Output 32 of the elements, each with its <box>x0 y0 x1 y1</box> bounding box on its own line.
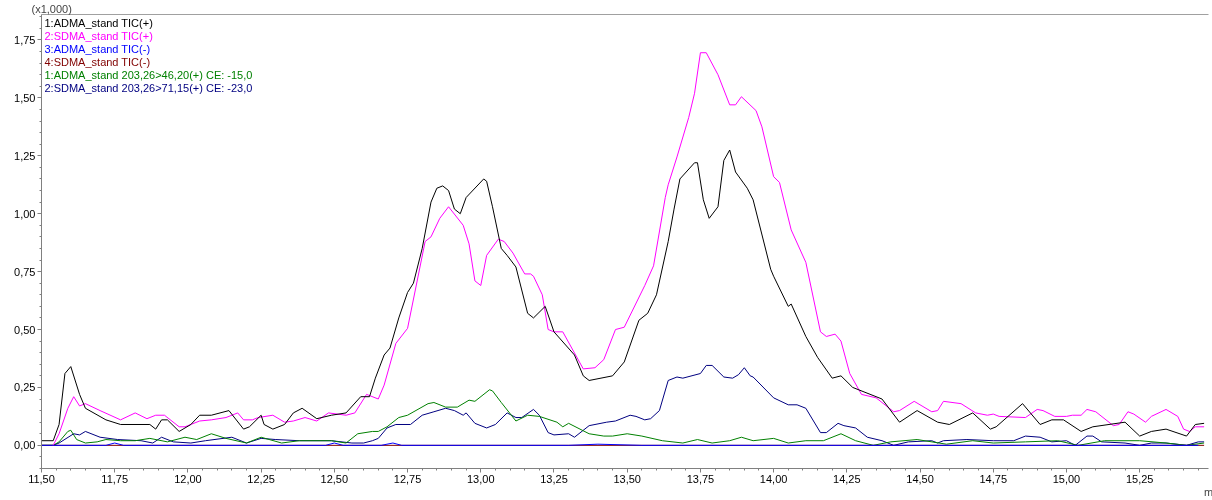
text: 1:ADMA_stand 203,26>46,20(+) CE: -15,0 <box>44 68 253 81</box>
x-tick-label: 14,00 <box>759 472 788 485</box>
y-tick-label: 1,50 <box>14 91 36 104</box>
y-tick-label: 0,00 <box>14 439 36 452</box>
y-tick-label: 1,75 <box>14 33 36 46</box>
text: 2:SDMA_stand 203,26>71,15(+) CE: -23,0 <box>44 81 253 94</box>
x-tick-label: 13,00 <box>467 472 495 485</box>
x-tick-label: 15,25 <box>1125 472 1154 485</box>
text: 3:ADMA_stand TIC(-) <box>44 42 151 55</box>
y-tick-label: 0,50 <box>14 323 36 336</box>
x-tick-label: 14,75 <box>979 472 1008 485</box>
x-tick-label: 15,00 <box>1052 472 1081 485</box>
x-axis-title: m <box>1203 485 1212 498</box>
x-tick-label: 13,50 <box>613 472 641 485</box>
y-tick-label: 1,00 <box>14 207 36 220</box>
y-tick-label: 1,25 <box>14 149 36 162</box>
y-tick-label: 0,75 <box>14 265 36 278</box>
x-tick-label: 14,50 <box>906 472 934 485</box>
y-axis-title: (x1,000) <box>31 2 72 15</box>
x-tick-label: 11,50 <box>28 472 55 485</box>
x-tick-label: 12,00 <box>174 472 202 485</box>
x-tick-label: 13,75 <box>686 472 715 485</box>
x-tick-label: 12,75 <box>393 472 422 485</box>
x-tick-label: 11,75 <box>101 472 129 485</box>
x-tick-label: 12,25 <box>247 472 275 485</box>
text: 1:ADMA_stand TIC(+) <box>44 16 153 29</box>
x-tick-label: 14,25 <box>833 472 861 485</box>
text: 4:SDMA_stand TIC(-) <box>44 55 151 68</box>
y-tick-label: 0,25 <box>14 381 36 394</box>
text: 2:SDMA_stand TIC(+) <box>44 29 153 42</box>
x-tick-label: 13,25 <box>540 472 568 485</box>
x-tick-label: 12,50 <box>320 472 349 485</box>
